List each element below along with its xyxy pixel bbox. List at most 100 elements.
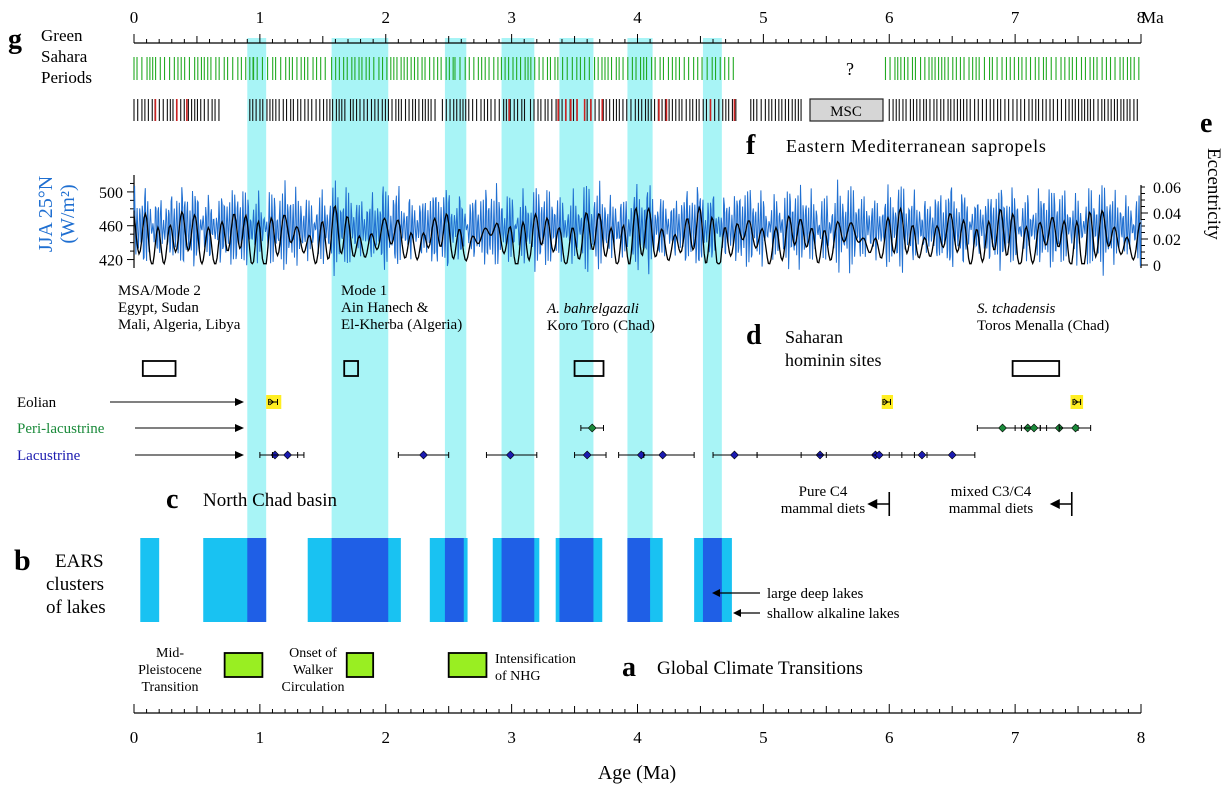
deep-lakes-arrowhead xyxy=(712,589,720,597)
deep-lake-cluster xyxy=(559,538,594,622)
axis-tick-label: 2 xyxy=(382,728,391,747)
sample-point xyxy=(917,450,927,460)
climate-event-label: Mid- xyxy=(156,646,184,661)
climate-event-box xyxy=(223,652,264,678)
site-label-line: A. bahrelgazali xyxy=(546,301,639,317)
row-label: Peri-lacustrine xyxy=(17,421,105,437)
deep-lake-cluster xyxy=(501,538,535,622)
panel-d-title-line1: Saharan xyxy=(785,327,843,347)
insolation-series-line xyxy=(133,179,1142,277)
deep-lake-cluster xyxy=(627,538,651,622)
diet-label-line: Pure C4 xyxy=(799,484,848,500)
shallow-lake-cluster xyxy=(140,538,160,622)
climate-event-box xyxy=(345,652,375,678)
sample-point xyxy=(1071,423,1080,433)
deep-lakes-legend: large deep lakes xyxy=(767,586,864,602)
highlight-band xyxy=(331,38,389,570)
insolation-tick-label: 500 xyxy=(99,185,123,202)
axis-tick-label: 6 xyxy=(885,8,894,27)
eolian-marker xyxy=(1073,398,1079,406)
highlight-band xyxy=(444,38,467,570)
eccentricity-tick-label: 0.06 xyxy=(1153,180,1181,197)
site-label-line: Mode 1 xyxy=(341,283,387,299)
unknown-period-mark: ? xyxy=(846,59,854,79)
insolation-tick-label: 460 xyxy=(99,219,123,236)
highlight-band xyxy=(501,38,535,570)
green-sahara-period-ticks xyxy=(133,57,1140,80)
panel-f-label: Eastern Mediterranean sapropels xyxy=(786,136,1047,156)
row-arrowhead xyxy=(235,398,244,406)
axis-tick-label: 7 xyxy=(1011,728,1020,747)
panel-c-label: North Chad basin xyxy=(203,490,338,511)
axis-tick-label: 3 xyxy=(507,728,516,747)
panel-a-label: Global Climate Transitions xyxy=(657,658,863,679)
climate-event-label: Onset of xyxy=(289,646,337,661)
x-axis-title: Age (Ma) xyxy=(598,762,676,784)
panel-e-letter: e xyxy=(1200,108,1212,139)
climate-transition-events: Mid- Pleistocene Transition Onset of Walker C… xyxy=(138,646,576,695)
axis-tick-label: 3 xyxy=(507,8,516,27)
sample-point xyxy=(587,423,597,433)
sample-point xyxy=(658,450,668,460)
panel-b-label-line3: of lakes xyxy=(46,597,106,618)
eccentricity-tick-label: 0.02 xyxy=(1153,232,1181,249)
eccentricity-tick-label: 0 xyxy=(1153,258,1161,275)
site-label-line: Egypt, Sudan xyxy=(118,300,199,316)
shallow-lakes-legend: shallow alkaline lakes xyxy=(767,606,900,622)
msc-label: MSC xyxy=(830,104,862,120)
axis-tick-label: 8 xyxy=(1137,728,1146,747)
shallow-lakes-arrowhead xyxy=(733,609,741,617)
row-arrowhead xyxy=(235,424,244,432)
sample-point xyxy=(283,450,292,460)
panel-b-label-line1: EARS xyxy=(55,551,104,572)
panel-g-letter: g xyxy=(8,24,22,55)
eolian-marker xyxy=(269,398,275,406)
eccentricity-tick-label: 0.04 xyxy=(1153,206,1181,223)
axis-tick-label: 0 xyxy=(130,8,139,27)
row-label: Eolian xyxy=(17,395,57,411)
deep-lake-cluster xyxy=(444,538,464,622)
sample-point xyxy=(874,450,884,460)
climate-event-label: Circulation xyxy=(282,680,345,695)
panel-b-letter: b xyxy=(14,544,31,577)
site-label-line: Mali, Algeria, Libya xyxy=(118,317,241,333)
panel-a-letter: a xyxy=(622,652,636,683)
bottom-age-axis: 0 1 2 3 4 5 6 7 8 xyxy=(130,704,1146,747)
highlight-band xyxy=(247,38,267,570)
axis-tick-label: 5 xyxy=(759,728,768,747)
panel-d-letter: d xyxy=(746,320,762,351)
insolation-axis: 500 460 420 xyxy=(99,175,135,270)
deep-lake-cluster xyxy=(247,538,267,622)
site-label-line: S. tchadensis xyxy=(977,301,1055,317)
diet-label-line: mammal diets xyxy=(949,501,1034,517)
site-age-box xyxy=(141,360,177,377)
site-age-box xyxy=(343,360,359,377)
axis-tick-label: 1 xyxy=(256,8,265,27)
sample-point xyxy=(729,450,739,460)
axis-tick-label: 4 xyxy=(633,8,642,27)
climate-event-label: Intensification xyxy=(495,652,576,667)
deep-lake-cluster xyxy=(331,538,389,622)
sapropel-ticks xyxy=(133,99,1138,121)
top-axis-unit: Ma xyxy=(1141,8,1164,27)
panel-d-title-line2: hominin sites xyxy=(785,350,882,370)
highlight-band xyxy=(559,38,594,570)
diet-label-line: mammal diets xyxy=(781,501,866,517)
diet-marker-arrowhead xyxy=(1049,499,1060,509)
site-label-line: Koro Toro (Chad) xyxy=(547,318,655,334)
panel-g-label-line1: Green xyxy=(41,26,83,45)
panel-b-label-line2: clusters xyxy=(46,574,104,595)
insolation-axis-label-line2: (W/m²) xyxy=(57,184,79,243)
axis-tick-label: 5 xyxy=(759,8,768,27)
site-label-line: El-Kherba (Algeria) xyxy=(341,317,462,333)
panel-c-letter: c xyxy=(166,484,178,515)
diet-marker-arrowhead xyxy=(867,499,878,509)
axis-tick-label: 1 xyxy=(256,728,265,747)
panel-g-label-line2: Sahara xyxy=(41,47,88,66)
insolation-tick-label: 420 xyxy=(99,253,123,270)
panel-g-label-line3: Periods xyxy=(41,68,92,87)
top-age-axis: 0 1 2 3 4 5 6 7 8 xyxy=(130,8,1145,44)
highlight-bands xyxy=(247,38,722,570)
eccentricity-axis-label: Eccentricity xyxy=(1203,148,1224,240)
